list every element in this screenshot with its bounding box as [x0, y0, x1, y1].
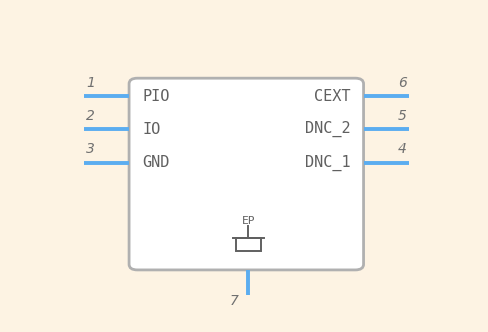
Text: 4: 4 [398, 142, 407, 156]
FancyBboxPatch shape [129, 78, 364, 270]
Text: 3: 3 [86, 142, 95, 156]
Text: DNC_2: DNC_2 [305, 121, 350, 137]
Text: 6: 6 [398, 76, 407, 90]
Text: PIO: PIO [142, 89, 170, 104]
Text: DNC_1: DNC_1 [305, 154, 350, 171]
Text: CEXT: CEXT [314, 89, 350, 104]
Text: GND: GND [142, 155, 170, 170]
Text: 1: 1 [86, 76, 95, 90]
Text: EP: EP [242, 216, 255, 226]
Text: IO: IO [142, 122, 161, 137]
Bar [236, 238, 261, 251]
Text: 7: 7 [230, 294, 239, 308]
Text: 5: 5 [398, 109, 407, 123]
Text: 2: 2 [86, 109, 95, 123]
